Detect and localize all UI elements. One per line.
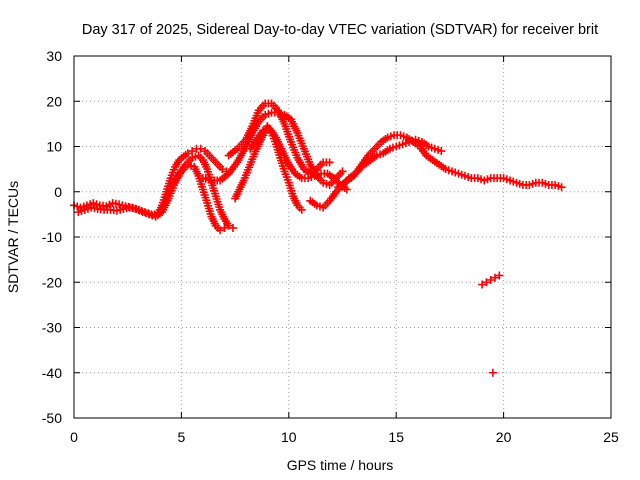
data-point — [220, 223, 229, 232]
y-tick-label: 0 — [54, 184, 62, 200]
x-axis-label: GPS time / hours — [287, 457, 394, 473]
y-tick-label: 30 — [46, 48, 62, 64]
y-tick-label: -50 — [42, 410, 62, 426]
data-point — [216, 226, 225, 235]
y-tick-label: -20 — [42, 274, 62, 290]
data-point — [325, 158, 334, 167]
series-track-4 — [198, 108, 347, 189]
data-point — [338, 167, 347, 176]
y-tick-labels: -50 -40 -30 -20 -10 0 10 20 30 — [42, 48, 62, 426]
x-tick-label: 0 — [70, 429, 78, 445]
y-tick-label: -40 — [42, 365, 62, 381]
plot-frame — [73, 55, 612, 419]
data-point — [342, 185, 351, 194]
x-tick-labels: 0 5 10 15 20 25 — [70, 429, 619, 445]
series-track-9 — [334, 135, 446, 192]
y-tick-label: 10 — [46, 139, 62, 155]
data-point — [188, 147, 197, 156]
data-point — [495, 271, 504, 280]
y-tick-label: -30 — [42, 320, 62, 336]
data-point — [228, 223, 237, 232]
data-point — [557, 183, 566, 192]
x-tick-label: 15 — [388, 429, 404, 445]
y-tick-label: -10 — [42, 229, 62, 245]
data-marks — [70, 99, 566, 377]
data-point — [437, 147, 446, 156]
series-track-10 — [478, 271, 504, 289]
data-point — [224, 221, 233, 230]
series-track-11 — [488, 368, 497, 377]
grid — [74, 56, 611, 418]
data-point — [482, 278, 491, 287]
data-point — [488, 368, 497, 377]
x-tick-label: 25 — [603, 429, 619, 445]
data-point — [478, 280, 487, 289]
data-point — [183, 149, 192, 158]
y-tick-label: 20 — [46, 93, 62, 109]
y-axis-label: SDTVAR / TECUs — [5, 181, 21, 293]
series-track-5 — [224, 99, 334, 178]
data-point — [218, 165, 227, 174]
data-point — [297, 205, 306, 214]
x-tick-label: 10 — [281, 429, 297, 445]
x-tick-label: 5 — [178, 429, 186, 445]
series-track-7 — [231, 122, 306, 214]
data-point — [491, 273, 500, 282]
chart-title: Day 317 of 2025, Sidereal Day-to-day VTE… — [82, 22, 598, 38]
data-point — [486, 275, 495, 284]
x-tick-label: 20 — [496, 429, 512, 445]
data-point — [196, 144, 205, 153]
